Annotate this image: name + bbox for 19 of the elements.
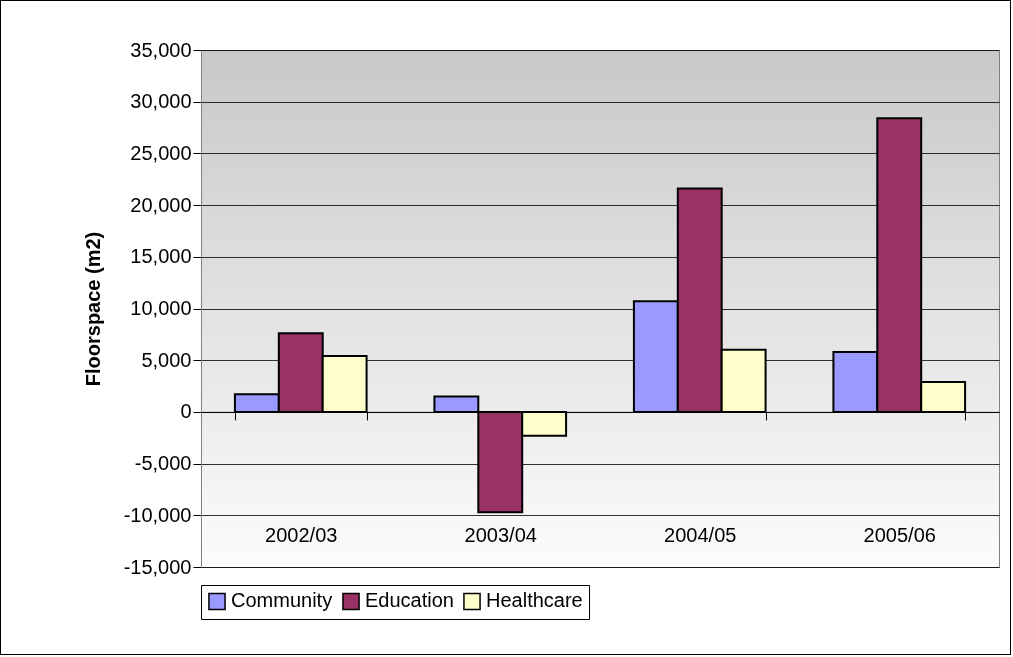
x-tick-label: 2005/06 [863, 524, 936, 547]
x-tick-label: 2004/05 [664, 524, 737, 547]
y-tick-label: -5,000 [134, 452, 192, 475]
y-tick-label: 30,000 [130, 90, 192, 113]
y-tick-label: -15,000 [123, 555, 192, 578]
y-tick-label: 5,000 [141, 348, 192, 371]
x-tick-label: 2003/04 [464, 524, 537, 547]
legend-label: Community [231, 589, 333, 612]
legend-label: Healthcare [486, 589, 583, 612]
y-tick-label: 25,000 [130, 141, 192, 164]
y-axis-title: Floorspace (m2) [81, 231, 104, 387]
y-tick-label: 0 [180, 400, 192, 423]
y-tick-label: 35,000 [130, 38, 192, 61]
y-tick-label: 10,000 [130, 297, 192, 319]
x-tick-label: 2002/03 [265, 524, 338, 547]
y-tick-label: 15,000 [130, 245, 192, 268]
y-tick-label: 20,000 [130, 193, 192, 216]
y-tick-label: -10,000 [123, 503, 192, 526]
legend-label: Education [365, 589, 454, 612]
